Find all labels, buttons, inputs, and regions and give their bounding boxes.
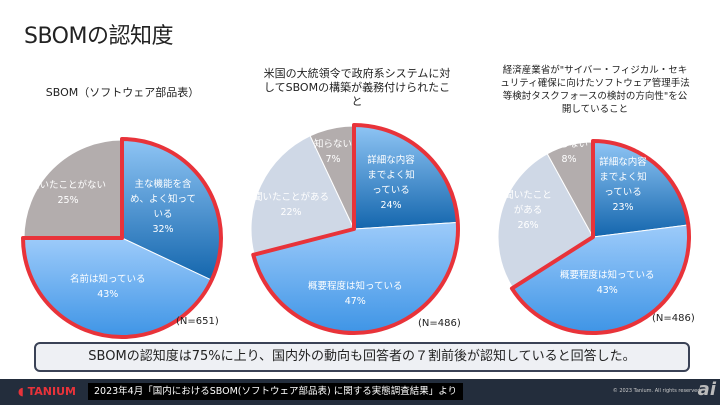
chart-3-label-3: 知らない 8%	[550, 139, 589, 165]
chart-1-label-2: 聞いたことがない 25%	[30, 180, 107, 206]
tanium-logo: ◖ TANIUM	[18, 385, 76, 398]
chart-3-title: 経済産業省が"サイバー・フィジカル・セキュリティ確保に向けたソフトウェア管理手法…	[500, 65, 690, 115]
copyright: © 2023 Tanium. All rights reserved.	[612, 388, 702, 394]
chart-3-label-2: 聞いたことがある 26%	[504, 190, 552, 231]
chart-2-label-0: 詳細な内容までよく知っている 24%	[367, 155, 415, 211]
watermark-logo: ai	[697, 379, 716, 400]
chart-3-slice-2	[497, 153, 594, 289]
chart-1-n: (N=651)	[176, 316, 219, 327]
chart-2-slice-2	[250, 135, 355, 256]
chart-1-slice-2	[23, 139, 123, 239]
chart-3-highlight-outline	[509, 139, 691, 335]
chart-1-label-1: 名前は知っている 43%	[70, 274, 146, 300]
chart-1-label-0: 主な機能を含め、よく知っている 32%	[129, 179, 197, 235]
chart-2-label-2: 聞いたことがある 22%	[253, 192, 330, 218]
chart-2-n: (N=486)	[418, 318, 461, 329]
chart-1-highlight-outline	[21, 137, 223, 339]
chart-2-label-1: 概要程度は知っている 47%	[308, 281, 403, 307]
chart-2-label-3: 知らない 7%	[314, 139, 353, 165]
page-title: SBOMの認知度	[24, 24, 173, 49]
chart-3-label-0: 詳細な内容までよく知っている 23%	[599, 157, 647, 213]
footer: ◖ TANIUM 2023年4月「国内におけるSBOM(ソフトウェア部品表) に…	[0, 379, 720, 405]
summary-box: SBOMの認知度は75%に上り、国内外の動向も回答者の７割前後が認知していると回…	[34, 342, 690, 372]
chart-2-highlight-outline	[251, 123, 460, 335]
chart-3-n: (N=486)	[652, 313, 695, 324]
source-note: 2023年4月「国内におけるSBOM(ソフトウェア部品表) に関する実態調査結果…	[88, 383, 464, 400]
chart-3-label-1: 概要程度は知っている 43%	[560, 270, 655, 296]
chart-2-title: 米国の大統領令で政府系システムに対してSBOMの構築が義務付けられたこと	[263, 67, 451, 108]
chart-1-title: SBOM（ソフトウェア部品表）	[45, 86, 200, 99]
